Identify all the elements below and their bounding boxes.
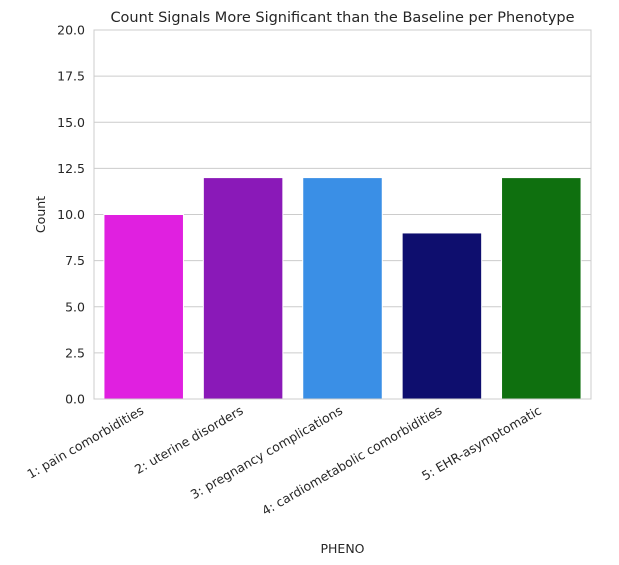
y-tick-label: 15.0 (57, 115, 85, 130)
y-tick-label: 20.0 (57, 23, 85, 38)
y-axis-label: Count (33, 196, 48, 233)
x-tick-label: 4: cardiometabolic comorbidities (259, 403, 444, 519)
x-axis-label: PHENO (320, 541, 364, 556)
plot-frame (93, 29, 592, 400)
y-tick-label: 17.5 (57, 69, 85, 84)
y-tick-label: 12.5 (57, 161, 85, 176)
y-tick-labels: 0.0 2.5 5.0 7.5 10.0 12.5 15.0 17.5 20.0 (57, 23, 85, 407)
y-tick-label: 2.5 (65, 345, 85, 360)
y-tick-label: 10.0 (57, 207, 85, 222)
bar-4 (401, 232, 483, 400)
chart-title: Count Signals More Significant than the … (110, 10, 574, 26)
x-tick-label: 1: pain comorbidities (24, 403, 146, 482)
bar-1 (103, 214, 184, 400)
bar-2 (202, 177, 284, 400)
bars (103, 177, 582, 400)
y-tick-label: 0.0 (65, 392, 85, 407)
y-tick-label: 5.0 (65, 299, 85, 314)
y-tick-label: 7.5 (65, 253, 85, 268)
bar-3 (302, 177, 383, 400)
bar-5 (501, 177, 582, 400)
